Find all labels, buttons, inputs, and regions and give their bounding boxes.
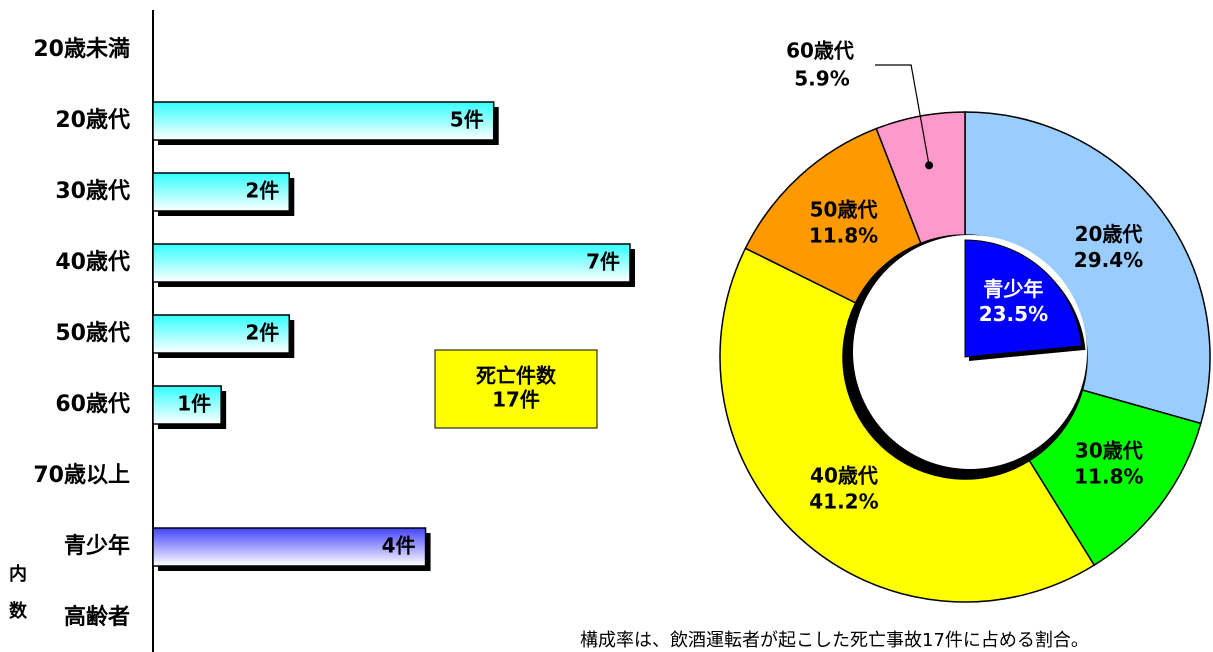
- annotation-box: [434, 349, 598, 429]
- slice-label: 50歳代: [810, 198, 878, 222]
- category-label: 20歳代: [55, 108, 130, 133]
- annotation-text: 死亡件数: [476, 364, 557, 388]
- bar-value-label: 7件: [586, 250, 620, 274]
- slice-label: 60歳代: [786, 39, 854, 63]
- bar-value-label: 2件: [245, 179, 279, 203]
- slice-value-label: 11.8%: [1074, 465, 1143, 489]
- bar: [152, 172, 291, 212]
- bar: [152, 243, 631, 283]
- category-label: 青少年: [64, 533, 130, 559]
- bar-value-label: 1件: [177, 392, 211, 416]
- bar-value-label: 4件: [382, 534, 416, 558]
- bar: [152, 314, 291, 354]
- category-label: 30歳代: [55, 179, 130, 204]
- slice-label: 40歳代: [810, 464, 878, 488]
- slice-value-label: 29.4%: [1074, 248, 1143, 272]
- bar-value-label: 5件: [450, 108, 484, 132]
- category-label: 50歳代: [55, 321, 130, 346]
- category-label: 60歳代: [55, 392, 130, 417]
- slice-label: 30歳代: [1075, 439, 1143, 463]
- leader-line: [875, 64, 930, 166]
- annotation-text: 17件: [492, 388, 540, 412]
- category-label: 高齢者: [64, 604, 130, 630]
- category-label: 70歳以上: [33, 463, 130, 488]
- bar-value-label: 2件: [245, 321, 279, 345]
- bar: [152, 527, 427, 567]
- group-label: 数: [9, 600, 28, 622]
- category-label: 40歳代: [55, 250, 130, 275]
- bar: [152, 385, 222, 425]
- bar: [152, 101, 495, 141]
- group-label: 内: [9, 563, 27, 585]
- category-label: 20歳未満: [33, 36, 130, 62]
- inner-value-label: 23.5%: [979, 302, 1048, 326]
- inner-label: 青少年: [983, 277, 1043, 301]
- slice-value-label: 41.2%: [809, 490, 878, 514]
- note: 構成率は、飲酒運転者が起こした死亡事故17件に占める割合。: [580, 630, 1089, 651]
- slice-value-label: 11.8%: [809, 224, 878, 248]
- inner-slice: [964, 239, 1083, 358]
- slice-label: 20歳代: [1075, 222, 1143, 246]
- slice-value-label: 5.9%: [794, 67, 849, 91]
